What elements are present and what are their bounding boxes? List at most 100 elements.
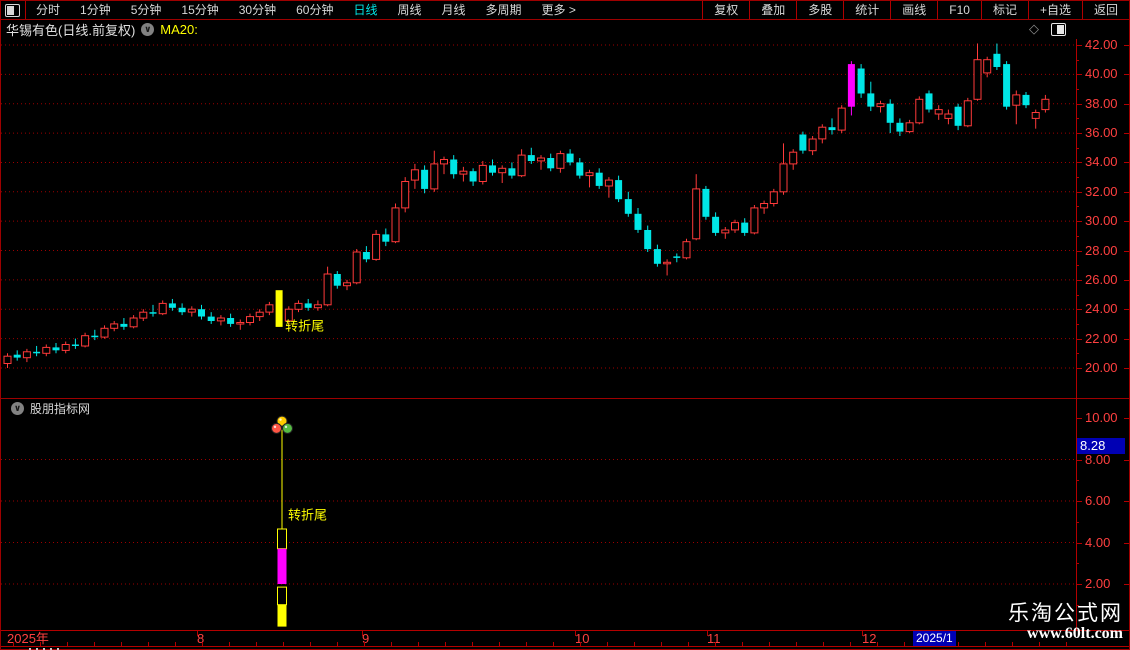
menu-period-item[interactable]: 日线 (353, 3, 378, 17)
candle (682, 241, 691, 259)
sub-indicator-chart[interactable]: 转折尾 (1, 399, 1076, 630)
candle (284, 308, 293, 322)
time-minor-tick (229, 642, 230, 646)
menu-tool-item[interactable]: F10 (937, 1, 981, 19)
time-minor-tick (580, 642, 581, 646)
candle (227, 318, 235, 324)
axis-tick (1076, 250, 1082, 252)
menu-tool-item[interactable]: 多股 (796, 1, 843, 19)
axis-label: 26.00 (1085, 271, 1118, 287)
time-minor-tick (985, 642, 986, 646)
menu-period-item[interactable]: 15分钟 (181, 3, 219, 17)
current-value-badge: 8.28 (1077, 438, 1125, 454)
time-tick (362, 631, 363, 636)
candle (498, 167, 507, 174)
candle (275, 290, 283, 327)
candle (3, 355, 12, 365)
candle (1003, 64, 1011, 107)
candle (750, 207, 759, 234)
candle (13, 354, 21, 358)
time-tick (707, 631, 708, 636)
menu-tool-item[interactable]: 返回 (1081, 1, 1129, 19)
layout-window-icon[interactable] (5, 3, 20, 17)
menu-period-item[interactable]: 更多 > (541, 3, 576, 17)
axis-tick (1076, 74, 1082, 76)
candle (1022, 94, 1030, 106)
candle (624, 199, 632, 214)
menu-tool-item[interactable]: 标记 (980, 1, 1028, 19)
time-minor-tick (1012, 642, 1013, 646)
axis-tick (1076, 103, 1082, 105)
candle (556, 153, 565, 169)
time-minor-tick (688, 642, 689, 646)
top-menubar: 分时 1分钟 5分钟 15分钟 30分钟 60分钟 日线 周线 月线 多周期 更多 > 复权 叠加 多股… (1, 1, 1129, 20)
candle (352, 251, 361, 284)
menu-tool-item[interactable]: 统计 (843, 1, 890, 19)
signal-bar (277, 604, 287, 627)
menu-period-item[interactable]: 分时 (36, 3, 61, 17)
candle (421, 169, 429, 189)
menu-tool-item[interactable]: +自选 (1027, 1, 1082, 19)
time-minor-tick (796, 642, 797, 646)
axis-minor-tick (1076, 89, 1079, 91)
time-minor-tick (364, 642, 365, 646)
time-month-label: 8 (197, 631, 205, 646)
candle (478, 164, 487, 183)
axis-edge-tick (1124, 584, 1129, 585)
axis-label: 34.00 (1085, 154, 1118, 170)
axis-tick (1076, 162, 1082, 164)
chart-title-bar: 华锡有色(日线.前复权) ∨ MA20: ◇ (1, 20, 1129, 39)
candle (459, 170, 468, 175)
time-minor-tick (958, 642, 959, 646)
menu-period-item[interactable]: 月线 (441, 3, 466, 17)
candle (721, 229, 730, 234)
menu-period-item[interactable]: 周线 (397, 3, 422, 17)
window-restore-icon[interactable] (1051, 22, 1066, 36)
time-minor-tick (607, 642, 608, 646)
signal-balloon-icon (282, 422, 293, 434)
menu-period-item[interactable]: 多周期 (485, 3, 522, 17)
chart-title: 华锡有色(日线.前复权) (6, 23, 136, 38)
candle (983, 59, 992, 74)
candle (391, 207, 400, 243)
candle (508, 168, 516, 176)
time-minor-tick (40, 642, 41, 646)
menu-tool-item[interactable]: 画线 (890, 1, 937, 19)
candle (566, 153, 574, 163)
menu-period-item[interactable]: 1分钟 (80, 3, 111, 17)
time-minor-tick (94, 642, 95, 646)
axis-edge-tick (1124, 418, 1129, 419)
main-candlestick-chart[interactable]: 转折尾 (1, 39, 1076, 398)
time-minor-tick (121, 642, 122, 646)
watermark-url: www.60lt.com (1027, 625, 1123, 642)
candle (576, 162, 584, 176)
time-minor-tick (202, 642, 203, 646)
candle (323, 273, 332, 306)
axis-edge-tick (1124, 133, 1129, 135)
menu-period-item[interactable]: 5分钟 (130, 3, 162, 17)
candle (644, 230, 652, 250)
candle (934, 109, 943, 115)
axis-label: 40.00 (1085, 66, 1118, 82)
menu-period-item[interactable]: 60分钟 (296, 3, 334, 17)
main-price-axis: 42.00 40.00 38.00 36.00 34.00 32.00 30.00 28.00… (1076, 37, 1130, 398)
collapse-chevron-icon[interactable]: ∨ (141, 23, 155, 36)
candle (343, 282, 351, 287)
candle (867, 93, 875, 107)
axis-tick (1076, 584, 1082, 585)
axis-tick (1076, 279, 1082, 281)
axis-edge-tick (1124, 542, 1129, 544)
candle (876, 103, 885, 108)
candle (837, 107, 846, 131)
axis-label: 20.00 (1085, 359, 1118, 375)
collapse-chevron-icon[interactable]: ∨ (11, 402, 24, 415)
axis-label: 32.00 (1085, 183, 1118, 199)
time-minor-tick (283, 642, 284, 646)
candle (120, 323, 128, 327)
menu-tool-item[interactable]: 复权 (702, 1, 749, 19)
menu-tool-item[interactable]: 叠加 (749, 1, 796, 19)
diamond-icon[interactable]: ◇ (1029, 21, 1039, 36)
time-tick (575, 631, 576, 636)
candle (207, 316, 215, 321)
menu-period-item[interactable]: 30分钟 (238, 3, 277, 17)
